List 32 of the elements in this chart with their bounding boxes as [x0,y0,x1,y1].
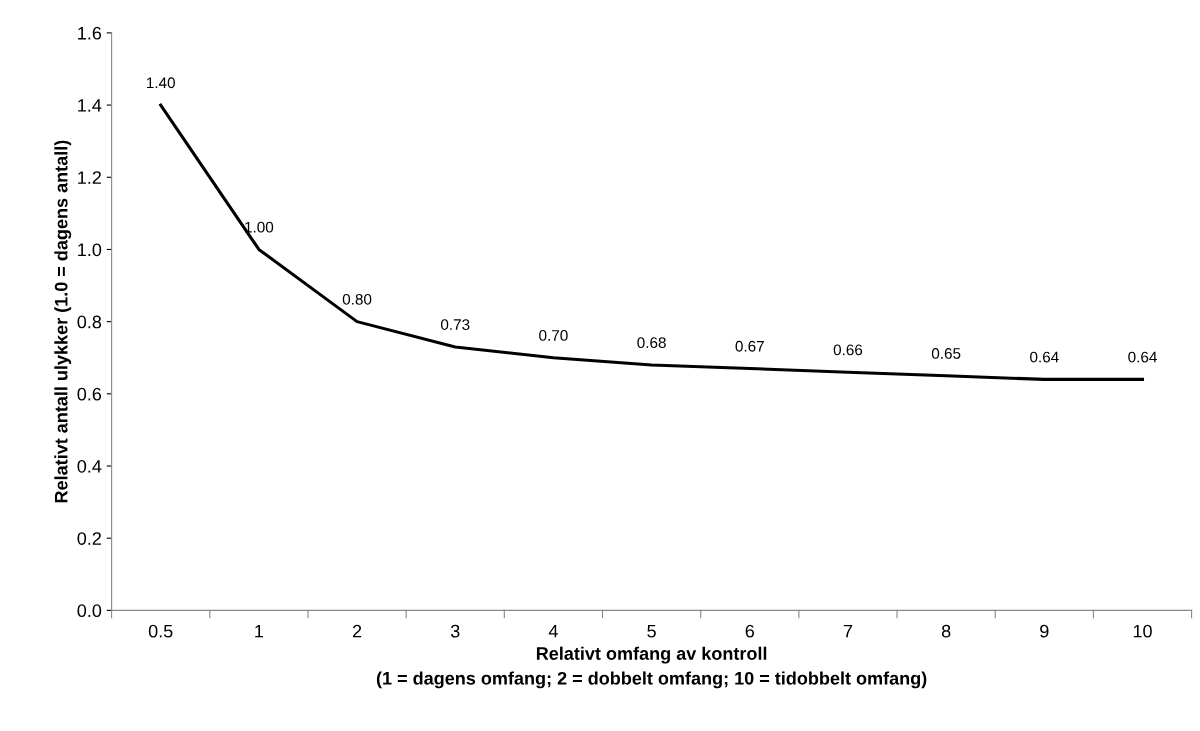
x-tick-label: 1 [255,624,264,638]
data-label: 0.64 [1030,351,1059,363]
y-tick-label: 1.6 [78,26,102,40]
x-tick-label: 9 [1040,624,1049,638]
x-axis-title: Relativt omfang av kontroll (1 = dagens omfang; 2 = dobbelt omfang; 10 = tidobbelt omfang) [376,646,927,689]
data-label: 0.68 [637,337,666,349]
y-tick-label: 0.2 [77,532,101,545]
y-tick-label: 0.8 [77,315,102,329]
x-tick-label: 6 [745,624,755,638]
y-tick-label: 1.4 [78,99,102,112]
x-tick-label: 3 [450,624,460,638]
data-label: 0.66 [833,344,863,356]
x-tick-label: 5 [647,624,656,638]
y-tick-label: 1.0 [78,243,102,257]
data-label: 0.80 [342,293,372,305]
data-label: 0.73 [440,319,470,330]
x-tick-label: 7 [843,624,853,638]
data-label: 0.64 [1128,351,1157,363]
y-tick-label: 1.2 [78,171,101,184]
data-label: 0.65 [931,348,961,359]
x-tick-label: 10 [1133,624,1152,638]
y-tick-label: 0.4 [77,459,102,473]
x-tick-label: 4 [548,624,558,638]
x-tick-label: 2 [352,624,362,638]
data-label: 0.70 [539,330,568,341]
y-tick-label: 0.6 [77,387,102,401]
data-label: 1.40 [146,77,175,89]
x-tick-label: 0.5 [148,624,173,638]
y-tick-label: 0.0 [77,604,102,618]
x-tick-label: 8 [941,624,951,638]
data-label: 0.67 [735,340,764,352]
y-axis-title: Relativt antall ulykker (1.0 = dagens antall) [54,140,72,503]
